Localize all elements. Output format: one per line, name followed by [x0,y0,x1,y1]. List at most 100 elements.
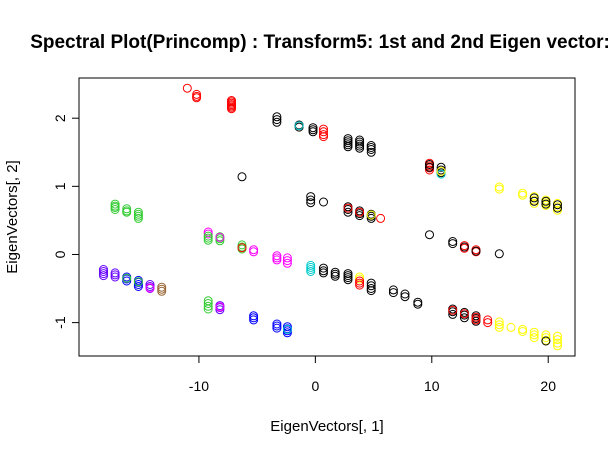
data-point [157,284,167,294]
data-point [436,162,446,172]
data-point [203,235,213,245]
data-point [553,335,562,345]
data-point [145,283,155,293]
plot-frame [78,77,576,357]
data-point [192,93,202,103]
y-tick-label: 0 [52,250,68,258]
data-point [182,83,192,93]
data-point [203,301,213,311]
data-point [272,323,282,333]
data-point [308,127,318,137]
data-point [110,270,120,280]
y-axis-label: EigenVectors[, 2] [4,160,21,273]
data-point [459,309,469,319]
data-point [448,309,458,319]
x-tick-label: 10 [424,378,440,394]
data-point [99,267,108,276]
data-point [343,142,353,152]
data-point [343,207,353,217]
data-point [366,145,376,154]
data-point [122,207,132,217]
data-point [553,338,562,348]
data-point [413,299,423,309]
data-point [306,267,316,276]
data-point [272,321,282,331]
data-point [215,305,225,315]
data-point [553,203,562,213]
data-point [553,331,562,341]
data-point [553,200,562,210]
data-point [483,315,493,325]
data-point [541,199,551,209]
data-point [133,213,143,223]
data-point [319,263,328,273]
data-point [282,328,292,338]
data-point [366,143,376,152]
data-point [425,162,434,172]
y-tick-label: 1 [52,182,68,190]
data-point [272,112,282,122]
data-point [215,302,225,312]
data-point [203,229,213,239]
data-points [99,83,562,351]
data-point [249,247,259,257]
data-point [282,324,292,334]
data-point [133,277,143,287]
data-point [308,123,318,133]
data-point [448,239,458,249]
data-point [249,245,259,255]
data-point [425,230,434,240]
data-point [448,237,458,246]
data-point [319,268,328,278]
data-point [237,240,247,250]
data-point [122,276,132,286]
data-point [330,271,340,281]
data-point [272,251,282,261]
data-point [436,169,446,179]
data-point [518,188,528,198]
data-point [425,160,434,169]
data-point [215,236,225,246]
data-point [272,117,282,127]
data-point [448,305,458,315]
data-point [366,284,376,293]
data-point [413,297,423,307]
data-point [366,213,376,223]
data-point [99,271,108,281]
data-point [494,320,504,330]
data-point [494,182,504,192]
data-point [319,132,328,142]
data-point [471,246,481,256]
data-point [529,196,539,206]
data-point [355,143,365,153]
x-tick-label: 20 [540,378,556,394]
data-point [494,322,504,332]
data-point [227,104,236,114]
chart-title: Spectral Plot(Princomp) : Transform5: 1s… [30,32,610,53]
data-point [355,211,365,221]
data-point [282,258,292,268]
data-point [400,292,410,302]
data-point [343,275,353,285]
data-point [494,184,504,194]
data-point [215,232,225,242]
data-point [471,312,481,322]
data-point [237,243,247,253]
data-point [343,203,353,213]
data-point [400,289,410,299]
data-point [157,286,167,296]
data-point [122,204,132,214]
data-point [110,272,120,282]
data-point [494,317,504,327]
data-point [366,210,376,220]
data-point [282,253,292,263]
data-point [272,115,282,125]
x-axis: -10 0 10 20 [189,356,556,394]
data-point [459,242,469,252]
data-point [355,280,365,290]
data-point [518,327,528,336]
data-point [319,266,328,276]
data-point [506,322,516,332]
data-point [483,318,493,328]
